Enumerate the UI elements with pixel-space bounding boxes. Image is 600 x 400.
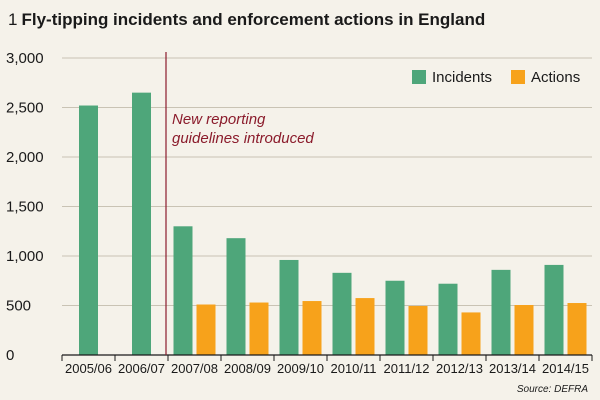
x-tick-label: 2014/15: [542, 361, 589, 376]
y-tick-label: 1,500: [6, 199, 44, 216]
y-tick-label: 500: [6, 298, 31, 315]
legend-label-incidents: Incidents: [432, 69, 492, 86]
bar-incidents: [132, 92, 151, 356]
bar-actions: [302, 301, 322, 355]
legend-swatch-actions: [511, 70, 525, 84]
legend-swatch-incidents: [412, 70, 426, 84]
x-tick-label: 2008/09: [224, 361, 271, 376]
bar-incidents: [385, 280, 405, 355]
source-note: Source: DEFRA: [517, 384, 588, 395]
annotation-line-1: New reporting: [172, 111, 266, 128]
legend-label-actions: Actions: [531, 69, 580, 86]
bar-actions: [196, 304, 216, 355]
bar-incidents: [173, 226, 193, 355]
y-tick-label: 2,000: [6, 149, 44, 166]
bar-incidents: [279, 259, 299, 355]
title-number: 1: [8, 10, 18, 29]
x-tick-label: 2005/06: [65, 361, 112, 376]
x-tick-label: 2011/12: [383, 361, 429, 376]
x-tick-label: 2010/11: [330, 361, 376, 376]
y-axis-ticks: 0 500 1,000 1,500 2,000 2,500 3,000: [6, 50, 44, 364]
bar-actions: [408, 305, 428, 355]
x-tick-label: 2007/08: [171, 361, 218, 376]
y-tick-label: 1,000: [6, 248, 44, 265]
bar-incidents: [544, 264, 564, 355]
annotation-line-2: guidelines introduced: [172, 130, 314, 147]
title-text: Fly-tipping incidents and enforcement ac…: [21, 10, 486, 29]
bar-actions: [355, 298, 375, 355]
x-tick-label: 2012/13: [436, 361, 483, 376]
bar-actions: [567, 303, 587, 355]
bar-incidents: [491, 269, 511, 355]
bar-incidents: [79, 105, 98, 356]
bar-actions: [461, 312, 481, 355]
y-tick-label: 3,000: [6, 50, 44, 67]
x-tick-label: 2006/07: [118, 361, 165, 376]
bar-incidents: [226, 238, 246, 355]
y-tick-label: 2,500: [6, 100, 44, 117]
x-axis-ticks: 2005/06 2006/07 2007/08 2008/09 2009/10 2010/…: [61, 354, 593, 376]
x-tick-label: 2009/10: [277, 361, 324, 376]
bar-actions: [514, 305, 534, 355]
x-tick-label: 2013/14: [489, 361, 536, 376]
legend: Incidents Actions: [412, 69, 580, 86]
y-tick-label: 0: [6, 347, 14, 364]
chart-title: 1 Fly-tipping incidents and enforcement a…: [8, 10, 485, 30]
bars: [79, 92, 587, 356]
bar-actions: [249, 302, 269, 355]
bar-incidents: [332, 272, 352, 355]
bar-incidents: [438, 283, 458, 355]
